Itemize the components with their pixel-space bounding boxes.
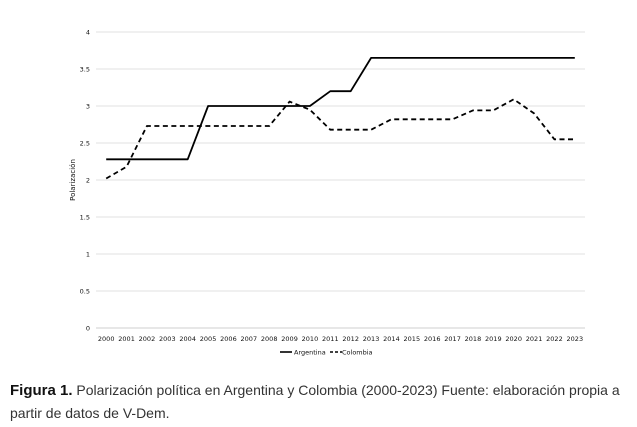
legend: Argentina Colombia — [280, 349, 373, 357]
legend-label-argentina: Argentina — [294, 349, 326, 357]
y-tick-label: 0 — [86, 324, 90, 332]
series-line-argentina — [106, 57, 575, 161]
x-tick-label: 2018 — [465, 335, 482, 343]
x-tick-label: 2002 — [139, 335, 156, 343]
y-tick-label: 3 — [86, 102, 90, 110]
gridlines — [96, 31, 585, 329]
figure-caption-text: Polarización política en Argentina y Col… — [10, 382, 620, 421]
y-tick-label: 3.5 — [80, 65, 90, 73]
x-tick-label: 2021 — [526, 335, 543, 343]
y-axis-ticks: 0 0.5 1 1.5 2 2.5 3 3.5 4 — [80, 28, 90, 332]
series-lines — [105, 57, 575, 180]
x-tick-label: 2023 — [567, 335, 584, 343]
x-tick-label: 2016 — [424, 335, 441, 343]
x-tick-label: 2005 — [200, 335, 217, 343]
y-axis-label: Polarización — [69, 159, 77, 201]
x-tick-label: 2009 — [281, 335, 298, 343]
x-tick-label: 2000 — [98, 335, 115, 343]
x-axis-ticks: 2000 2001 2002 2003 2004 2005 2006 2007 2008 2009… — [98, 335, 583, 343]
series-line-colombia — [105, 98, 575, 180]
y-tick-label: 0.5 — [80, 287, 90, 295]
line-chart: 00.511.522.533.54 2000 2001 2002 2003 2004 20… — [69, 28, 585, 357]
x-tick-label: 2017 — [444, 335, 461, 343]
x-tick-label: 2019 — [485, 335, 502, 343]
x-tick-label: 2022 — [546, 335, 563, 343]
x-tick-label: 2003 — [159, 335, 176, 343]
x-tick-label: 2012 — [342, 335, 359, 343]
x-tick-label: 2001 — [118, 335, 135, 343]
x-tick-label: 2004 — [179, 335, 196, 343]
y-tick-label: 1 — [86, 250, 90, 258]
x-tick-label: 2011 — [322, 335, 339, 343]
x-tick-label: 2020 — [505, 335, 522, 343]
x-tick-label: 2014 — [383, 335, 400, 343]
figure-caption: Figura 1. Polarización política en Argen… — [10, 379, 630, 424]
y-tick-label: 4 — [86, 28, 90, 36]
x-tick-label: 2015 — [404, 335, 421, 343]
x-tick-label: 2007 — [241, 335, 258, 343]
x-tick-label: 2010 — [302, 335, 319, 343]
y-tick-label: 1.5 — [80, 213, 90, 221]
figure-label: Figura 1. — [10, 382, 73, 399]
y-tick-label: 2 — [86, 176, 90, 184]
legend-label-colombia: Colombia — [342, 349, 373, 357]
x-tick-label: 2008 — [261, 335, 278, 343]
x-tick-label: 2006 — [220, 335, 237, 343]
y-tick-label: 2.5 — [80, 139, 90, 147]
x-tick-label: 2013 — [363, 335, 380, 343]
